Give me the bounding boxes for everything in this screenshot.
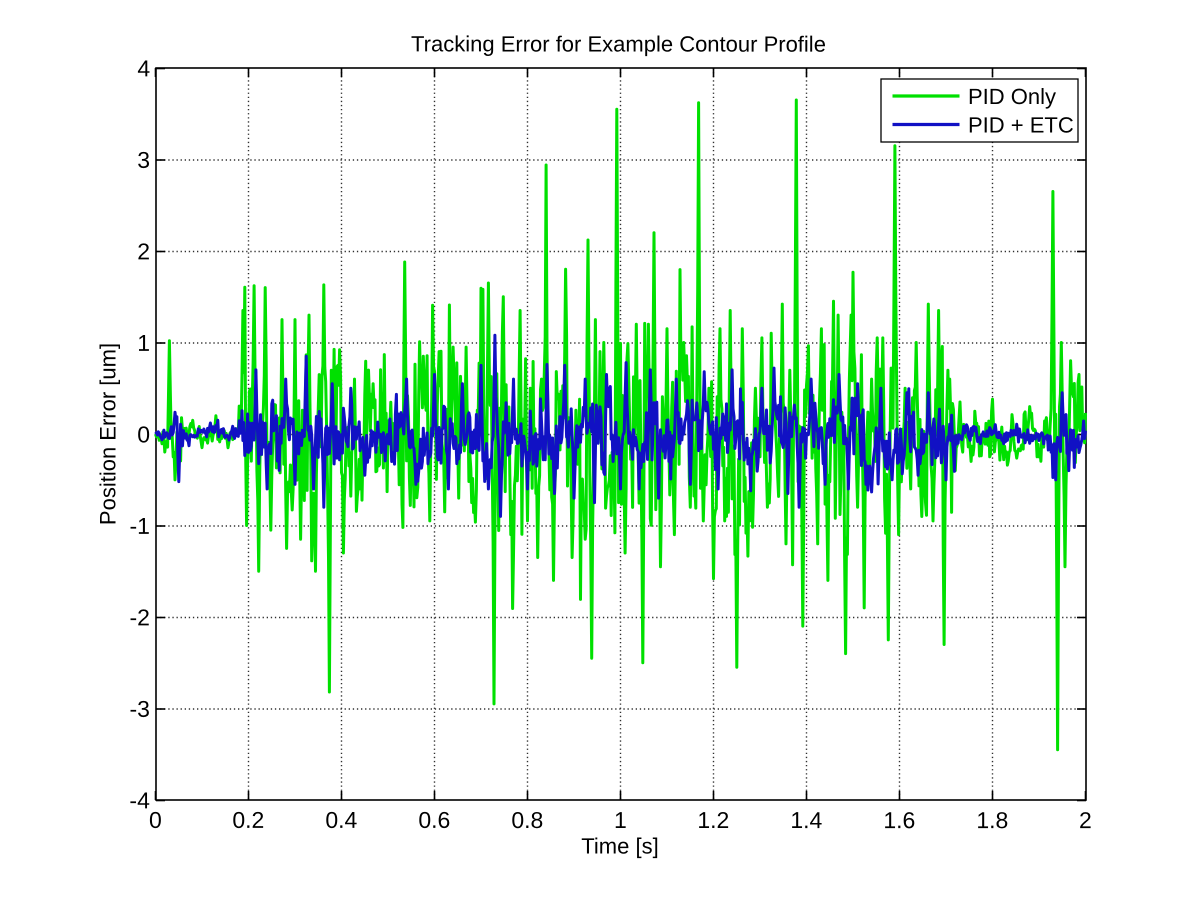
svg-text:1: 1 [614,807,627,833]
svg-text:0.4: 0.4 [325,807,357,833]
svg-text:1.4: 1.4 [790,807,822,833]
svg-text:1.8: 1.8 [976,807,1008,833]
svg-text:0: 0 [137,421,150,447]
svg-text:-2: -2 [129,604,149,630]
svg-text:2: 2 [137,238,150,264]
svg-text:1: 1 [137,330,150,356]
svg-text:1.6: 1.6 [883,807,915,833]
svg-text:0.8: 0.8 [511,807,543,833]
svg-text:Tracking Error for Example Con: Tracking Error for Example Contour Profi… [411,31,826,56]
svg-text:3: 3 [137,147,150,173]
svg-text:-4: -4 [129,787,150,813]
svg-text:PID Only: PID Only [968,84,1056,109]
svg-text:0.6: 0.6 [418,807,450,833]
svg-text:PID + ETC: PID + ETC [968,113,1074,138]
svg-text:1.2: 1.2 [697,807,729,833]
svg-text:-1: -1 [130,513,150,539]
svg-text:2: 2 [1079,807,1092,833]
svg-text:Time [s]: Time [s] [581,833,658,858]
svg-text:-3: -3 [129,696,149,722]
svg-text:Position Error [um]: Position Error [um] [96,343,121,525]
svg-text:0: 0 [149,807,162,833]
svg-text:0.2: 0.2 [232,807,264,833]
svg-text:4: 4 [137,55,150,81]
